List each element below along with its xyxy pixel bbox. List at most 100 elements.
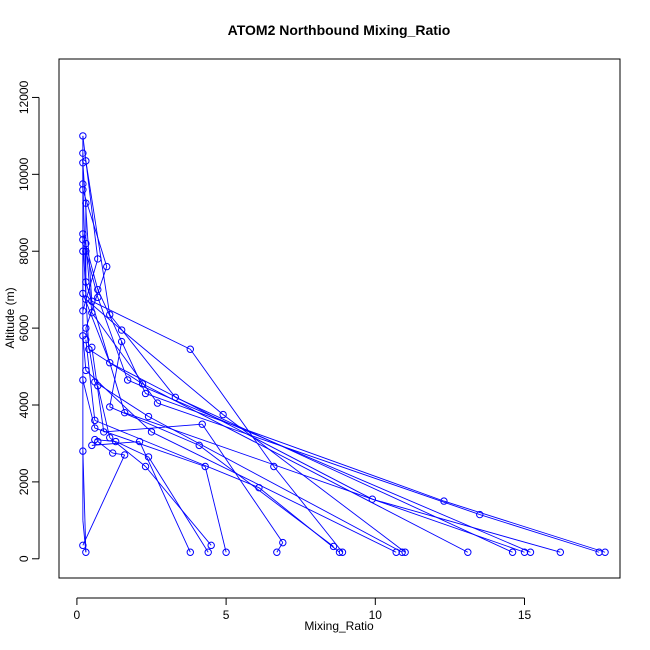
series-segment (276, 542, 284, 553)
series-segment (97, 385, 111, 438)
y-tick-label: 2000 (17, 468, 31, 495)
series-segment (124, 412, 525, 553)
series-segment (82, 162, 93, 302)
series-segment (82, 451, 87, 553)
series-segment (139, 441, 191, 553)
chart-title: ATOM2 Northbound Mixing_Ratio (228, 22, 451, 38)
data-point (171, 393, 180, 402)
data-point (103, 262, 111, 271)
plot-frame (58, 58, 621, 579)
data-point (111, 437, 120, 446)
y-tick-label: 4000 (17, 391, 31, 418)
series-segment (127, 379, 531, 553)
data-point (82, 366, 90, 375)
data-point (138, 380, 147, 388)
series-segment (82, 379, 96, 429)
data-point (476, 510, 484, 519)
series-segment (85, 160, 111, 315)
data-point (141, 462, 150, 471)
y-tick-label: 10000 (17, 157, 31, 191)
series-segment (258, 487, 340, 553)
y-tick-label: 8000 (17, 238, 31, 265)
data-point (198, 420, 206, 428)
series-segment (142, 383, 469, 553)
series-segment (82, 233, 99, 290)
data-point (270, 462, 278, 471)
data-point (273, 548, 281, 556)
series-segment (109, 406, 200, 446)
data-point (255, 483, 263, 492)
data-point (79, 541, 87, 550)
data-point (79, 159, 87, 167)
data-point (94, 437, 102, 446)
data-point (601, 548, 609, 556)
data-point (207, 541, 215, 550)
y-tick-label: 6000 (17, 314, 31, 341)
data-point (82, 548, 90, 556)
series-segment (198, 445, 334, 547)
data-point (88, 309, 96, 317)
data-point (106, 433, 114, 442)
series-segment (175, 396, 513, 553)
x-tick-label: 15 (518, 608, 532, 622)
data-point (82, 247, 90, 255)
series-segment (109, 341, 123, 408)
series-segment (103, 423, 203, 433)
series-segment (148, 416, 403, 553)
data-point (91, 424, 99, 432)
data-point (79, 307, 87, 315)
data-point (82, 335, 90, 344)
series-segment (204, 466, 227, 553)
data-point (79, 376, 87, 384)
series-segment (91, 347, 105, 432)
data-point (201, 462, 209, 471)
series-segment (121, 329, 224, 415)
x-axis: 0 5 10 15 (74, 597, 532, 622)
series-segment (189, 348, 275, 467)
data-point (85, 345, 93, 353)
series-segment (82, 189, 108, 267)
data-point (82, 239, 90, 248)
data-point (82, 324, 90, 332)
series-segment (112, 452, 125, 456)
series-segment (148, 456, 209, 553)
data-point (440, 497, 448, 505)
series-segment (201, 423, 284, 543)
data-point (79, 447, 87, 455)
data-point (79, 149, 87, 157)
series-segment (85, 281, 126, 413)
series-segment (82, 293, 111, 363)
data-point (106, 403, 114, 411)
series-segment (109, 314, 176, 398)
data-point (329, 542, 338, 551)
data-point (186, 345, 194, 353)
y-tick-label: 0 (17, 555, 31, 562)
series-segment (94, 419, 260, 489)
series-segment (115, 441, 149, 458)
y-tick-label: 12000 (17, 80, 31, 114)
data-point (526, 548, 535, 556)
y-axis-label: Altitude (m) (3, 287, 17, 348)
data-point (117, 337, 126, 346)
data-point (556, 548, 565, 556)
data-point (79, 230, 87, 238)
data-point (94, 285, 102, 294)
data-point (204, 548, 212, 556)
data-point (195, 441, 203, 450)
data-point (79, 180, 87, 188)
data-point (94, 293, 102, 302)
series-segment (82, 183, 87, 282)
series-points (79, 132, 609, 556)
data-point (144, 412, 153, 421)
data-point (141, 389, 150, 398)
series-segment (91, 300, 191, 350)
data-point (186, 548, 194, 556)
data-point (94, 255, 102, 263)
x-tick-label: 5 (223, 608, 230, 622)
series-segment (157, 402, 480, 515)
data-point (222, 548, 230, 556)
data-point (123, 376, 132, 384)
data-point (88, 441, 96, 450)
data-point (135, 437, 144, 446)
series-segment (479, 514, 600, 553)
